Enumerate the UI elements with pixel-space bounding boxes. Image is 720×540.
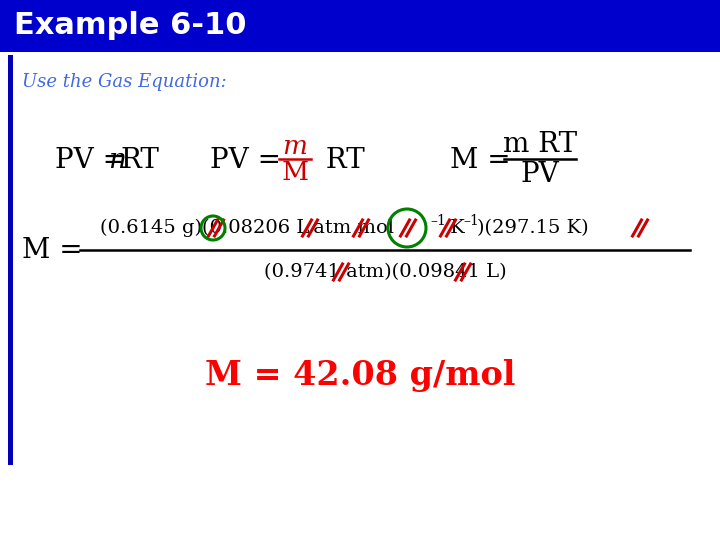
Bar: [8, 55, 13, 465]
Text: n: n: [108, 146, 126, 173]
Text: M =: M =: [22, 237, 91, 264]
Text: M =: M =: [450, 146, 520, 173]
Text: (0.9741 atm)(0.09841 L): (0.9741 atm)(0.09841 L): [264, 263, 506, 281]
Text: PV =: PV =: [210, 146, 290, 173]
Text: (0.6145 g)(0.08206 L atm mol: (0.6145 g)(0.08206 L atm mol: [100, 219, 394, 237]
Text: m: m: [282, 133, 307, 159]
Text: –1: –1: [430, 214, 446, 228]
Text: PV =: PV =: [55, 146, 135, 173]
Text: M: M: [282, 160, 309, 186]
Text: Use the Gas Equation:: Use the Gas Equation:: [22, 73, 227, 91]
Text: m RT: m RT: [503, 132, 577, 159]
Text: –1: –1: [463, 214, 479, 228]
Text: )(297.15 K): )(297.15 K): [477, 219, 589, 237]
Text: RT: RT: [317, 146, 365, 173]
Text: K: K: [444, 219, 464, 237]
Text: M = 42.08 g/mol: M = 42.08 g/mol: [204, 359, 516, 392]
Text: Example 6-10: Example 6-10: [14, 11, 246, 40]
Text: PV: PV: [521, 160, 559, 187]
Bar: [0, 0, 720, 52]
Text: RT: RT: [120, 146, 159, 173]
